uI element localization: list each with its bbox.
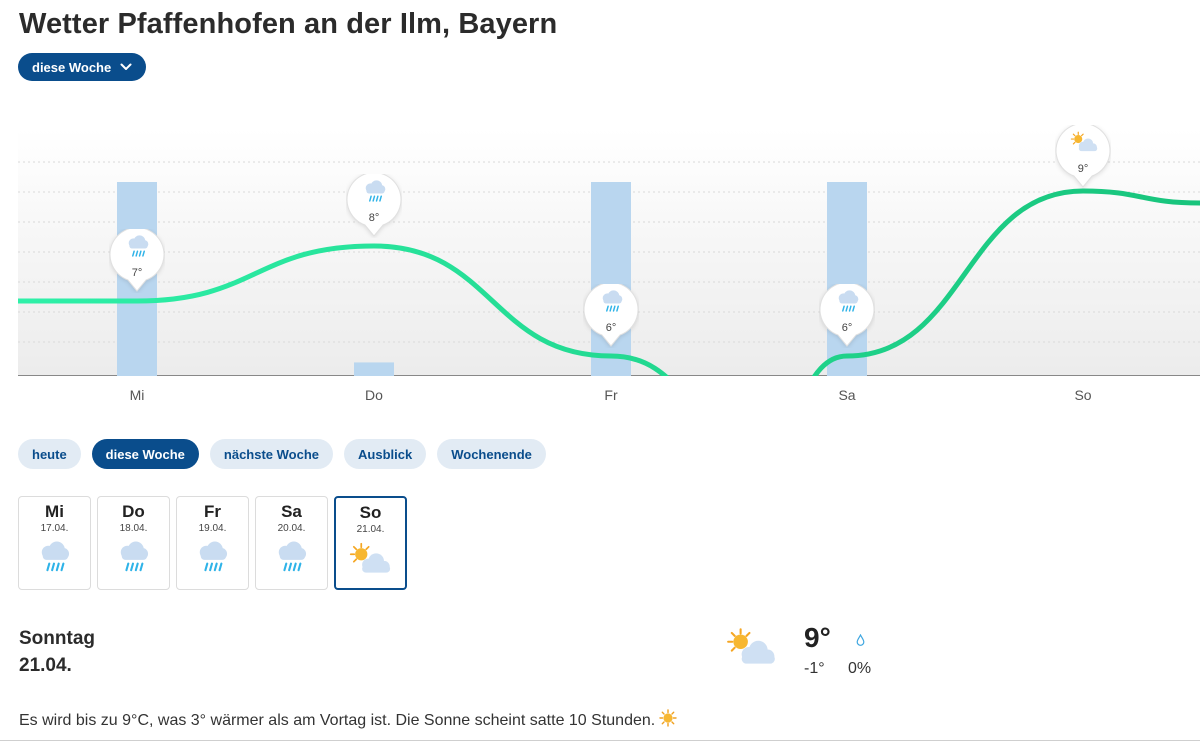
period-dropdown-label: diese Woche: [32, 59, 112, 75]
divider: [0, 740, 1200, 741]
rain-cloud-icon: [124, 235, 151, 263]
detail-max-temp: 9°: [804, 622, 831, 653]
x-axis-label: Sa: [838, 387, 856, 403]
pin-temp: 9°: [1077, 163, 1089, 175]
chart-canvas: [18, 161, 1200, 376]
temp-pin-Fr[interactable]: 6°: [583, 284, 639, 348]
tab-heute[interactable]: heute: [18, 439, 81, 469]
tab-ausblick[interactable]: Ausblick: [344, 439, 427, 469]
raindrop-icon: [856, 633, 865, 651]
day-card-date: 20.04.: [277, 523, 306, 534]
rain-cloud-icon: [361, 180, 388, 208]
tab-nächste-woche[interactable]: nächste Woche: [209, 439, 334, 469]
x-axis-label: Do: [365, 387, 383, 403]
sun-cloud-icon: [347, 542, 393, 582]
detail-min-temp: -1°: [804, 660, 825, 677]
page-title: Wetter Pfaffenhofen an der Ilm, Bayern: [19, 8, 558, 40]
pin-temp: 7°: [131, 267, 143, 279]
pin-temp: 6°: [605, 322, 617, 334]
day-card-name: Fr: [204, 502, 221, 521]
temp-pin-Mi[interactable]: 7°: [109, 229, 165, 293]
pin-temp: 8°: [368, 212, 380, 224]
chevron-down-icon: [120, 63, 132, 71]
pin-shape: [346, 174, 402, 237]
x-axis-label: Mi: [129, 387, 145, 403]
rain-cloud-icon: [114, 541, 152, 578]
day-card-name: Sa: [281, 502, 302, 521]
rain-cloud-icon: [598, 290, 625, 318]
day-card-sa[interactable]: Sa 20.04.: [255, 496, 328, 590]
period-dropdown[interactable]: diese Woche: [18, 53, 147, 81]
temp-pin-Sa[interactable]: 6°: [819, 284, 875, 348]
detail-precipitation: 0%: [848, 660, 872, 677]
temperature-line: [18, 188, 1200, 376]
day-card-name: Mi: [45, 502, 64, 521]
weather-summary: Es wird bis zu 9°C, was 3° wärmer als am…: [19, 709, 677, 732]
pin-shape: [1055, 125, 1111, 188]
summary-text: Es wird bis zu 9°C, was 3° wärmer als am…: [19, 711, 656, 729]
x-axis-label: Fr: [604, 387, 618, 403]
pin-temp: 6°: [841, 322, 853, 334]
day-card-date: 21.04.: [356, 524, 385, 535]
day-card-date: 19.04.: [198, 523, 227, 534]
day-selector: Mi 17.04. Do 18.04. Fr 19.04.: [18, 496, 407, 590]
temp-pin-So[interactable]: 9°: [1055, 125, 1111, 189]
detail-date: 21.04.: [19, 655, 72, 676]
day-card-mi[interactable]: Mi 17.04.: [18, 496, 91, 590]
sun-icon: [659, 709, 677, 732]
period-tabs: heute diese Woche nächste Woche Ausblick Woc…: [18, 439, 546, 469]
day-card-name: Do: [122, 502, 145, 521]
day-card-so[interactable]: So 21.04.: [334, 496, 407, 590]
pin-shape: [819, 284, 875, 347]
rain-cloud-icon: [35, 541, 73, 578]
day-card-date: 17.04.: [40, 523, 69, 534]
sun-cloud-icon: [724, 627, 778, 674]
rain-cloud-icon: [834, 290, 861, 318]
rain-cloud-icon: [272, 541, 310, 578]
detail-day-name: Sonntag: [19, 628, 95, 649]
day-card-do[interactable]: Do 18.04.: [97, 496, 170, 590]
pin-shape: [109, 229, 165, 292]
day-card-date: 18.04.: [119, 523, 148, 534]
day-card-fr[interactable]: Fr 19.04.: [176, 496, 249, 590]
precip-bar-Do: [354, 362, 394, 376]
day-card-name: So: [359, 503, 382, 522]
tab-diese-woche[interactable]: diese Woche: [91, 439, 199, 469]
x-axis-label: So: [1074, 387, 1092, 403]
tab-wochenende[interactable]: Wochenende: [437, 439, 546, 469]
sun-cloud-icon: [1069, 131, 1099, 159]
pin-shape: [583, 284, 639, 347]
rain-cloud-icon: [193, 541, 231, 578]
temp-pin-Do[interactable]: 8°: [346, 174, 402, 238]
detail-day: Sonntag 21.04.: [19, 625, 95, 679]
